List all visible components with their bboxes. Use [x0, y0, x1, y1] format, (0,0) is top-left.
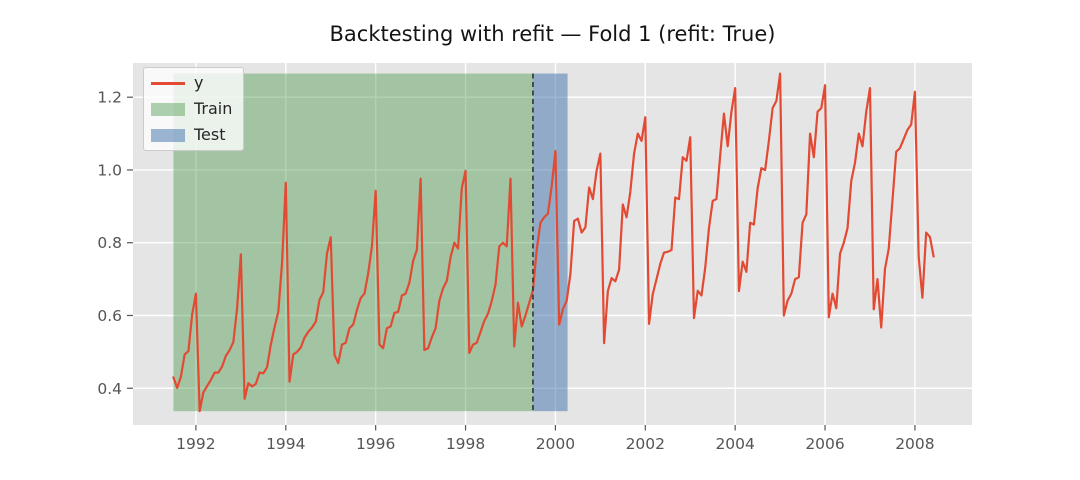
x-tick-label: 2002 — [626, 435, 665, 453]
legend: y Train Test — [143, 67, 244, 151]
series-line-swatch-icon — [151, 81, 185, 85]
legend-label: Train — [194, 99, 233, 118]
legend-label: y — [194, 73, 204, 92]
test-patch-swatch-icon — [151, 128, 185, 142]
x-tick-label: 2008 — [895, 435, 934, 453]
legend-item-y: y — [144, 70, 243, 96]
x-tick-label: 1992 — [176, 435, 215, 453]
y-tick-label: 1.0 — [97, 161, 122, 179]
chart-title: Backtesting with refit — Fold 1 (refit: … — [329, 22, 776, 46]
x-tick-label: 2006 — [805, 435, 844, 453]
y-tick-label: 0.4 — [97, 380, 122, 398]
x-tick-label: 1994 — [266, 435, 305, 453]
series-y-line — [172, 72, 935, 413]
x-tick-label: 2000 — [536, 435, 575, 453]
y-tick-label: 1.2 — [97, 89, 122, 107]
y-tick-label: 0.6 — [97, 307, 122, 325]
x-tick-label: 1996 — [356, 435, 395, 453]
x-tick-label: 1998 — [446, 435, 485, 453]
legend-item-test: Test — [144, 122, 243, 148]
legend-label: Test — [194, 125, 226, 144]
legend-item-train: Train — [144, 96, 243, 122]
x-tick-label: 2004 — [715, 435, 754, 453]
train-patch-swatch-icon — [151, 102, 185, 116]
y-tick-label: 0.8 — [97, 234, 122, 252]
